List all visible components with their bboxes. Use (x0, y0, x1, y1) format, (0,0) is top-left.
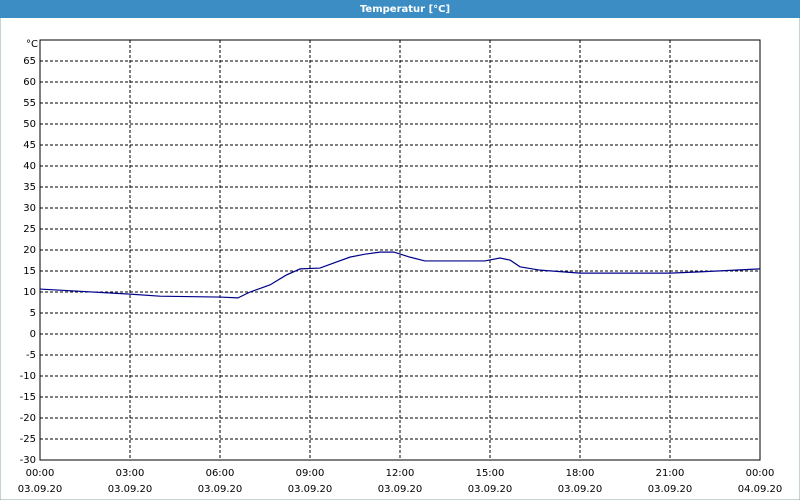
y-tick-label: -20 (20, 413, 36, 424)
y-tick-label: -10 (20, 371, 36, 382)
x-tick-date: 03.09.20 (378, 484, 423, 495)
x-tick-label: 21:00 (656, 468, 685, 479)
x-tick-label: 18:00 (566, 468, 595, 479)
y-tick-label: -5 (26, 350, 36, 361)
x-tick-label: 15:00 (476, 468, 505, 479)
x-tick-label: 09:00 (296, 468, 325, 479)
x-tick-date: 04.09.20 (738, 484, 783, 495)
x-tick-date: 03.09.20 (198, 484, 243, 495)
y-tick-label: 30 (23, 203, 36, 214)
y-tick-label: 60 (23, 77, 36, 88)
x-tick-label: 00:00 (746, 468, 775, 479)
y-tick-label: -30 (20, 455, 36, 466)
x-tick-date: 03.09.20 (288, 484, 333, 495)
y-tick-label: 35 (23, 182, 36, 193)
y-tick-label: 65 (23, 56, 36, 67)
y-tick-label: 5 (30, 308, 36, 319)
y-tick-label: 10 (23, 287, 36, 298)
x-tick-date: 03.09.20 (558, 484, 603, 495)
x-tick-label: 06:00 (206, 468, 235, 479)
x-tick-label: 00:00 (26, 468, 55, 479)
chart-title: Temperatur [°C] (360, 4, 450, 15)
x-tick-date: 03.09.20 (108, 484, 153, 495)
y-tick-label: 55 (23, 98, 36, 109)
x-tick-date: 03.09.20 (468, 484, 513, 495)
x-tick-label: 12:00 (386, 468, 415, 479)
x-tick-label: 03:00 (116, 468, 145, 479)
x-tick-date: 03.09.20 (648, 484, 693, 495)
y-tick-label: 0 (30, 329, 36, 340)
data-line (39, 251, 761, 299)
y-tick-label: 20 (23, 245, 36, 256)
y-tick-label: -25 (20, 434, 36, 445)
y-tick-label: 45 (23, 140, 36, 151)
title-bar (0, 0, 800, 18)
y-axis-label: °C (26, 39, 38, 50)
y-tick-label: 40 (23, 161, 36, 172)
y-tick-label: 15 (23, 266, 36, 277)
x-tick-date: 03.09.20 (18, 484, 63, 495)
y-tick-label: 25 (23, 224, 36, 235)
y-tick-label: -15 (20, 392, 36, 403)
y-tick-label: 50 (23, 119, 36, 130)
